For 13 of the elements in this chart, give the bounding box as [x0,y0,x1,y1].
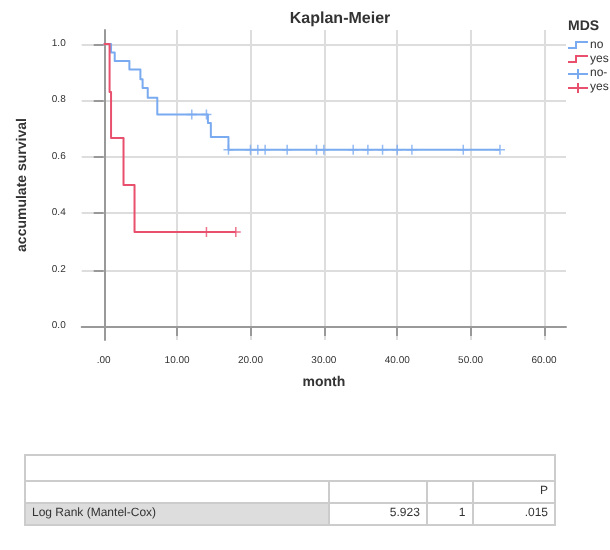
point [348,144,359,155]
point [392,144,403,155]
point [377,144,388,155]
point [282,144,293,155]
point [362,144,373,155]
point [260,144,271,155]
point [223,144,234,155]
point [494,144,505,155]
point [318,144,329,155]
point [458,144,469,155]
point [406,144,417,155]
point [186,109,197,120]
chart-title: Kaplan-Meier [289,9,391,27]
